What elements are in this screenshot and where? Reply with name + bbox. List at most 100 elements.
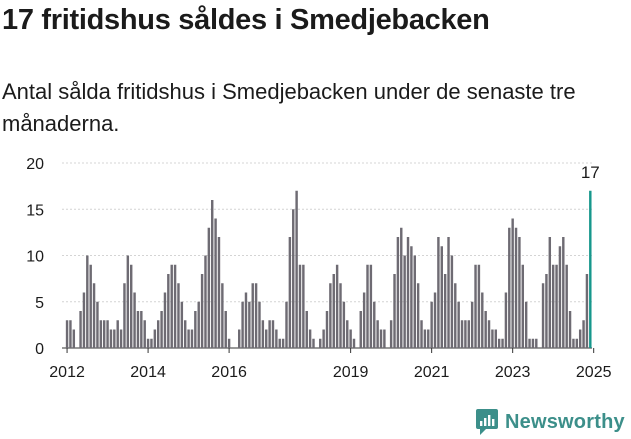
bar xyxy=(305,311,308,348)
bar xyxy=(160,311,163,348)
bar xyxy=(65,320,69,348)
bar xyxy=(383,329,386,348)
bar xyxy=(416,283,420,348)
bar xyxy=(366,264,369,348)
bar xyxy=(420,320,423,348)
bar xyxy=(359,311,362,348)
bar xyxy=(555,264,558,348)
bar xyxy=(136,311,140,348)
bar xyxy=(558,246,562,348)
bar xyxy=(406,237,410,348)
bar xyxy=(541,283,545,348)
bar xyxy=(221,283,224,348)
bar xyxy=(109,329,113,348)
bar xyxy=(535,338,538,348)
bar xyxy=(190,329,194,348)
bar xyxy=(565,264,568,348)
bar xyxy=(487,320,491,348)
bar xyxy=(524,301,528,348)
bar xyxy=(288,237,292,348)
bar xyxy=(254,283,258,348)
y-tick-label: 15 xyxy=(26,202,44,219)
bar xyxy=(518,237,521,348)
y-axis-ticks: 0 5 10 15 20 xyxy=(26,156,44,358)
x-tick-label: 2025 xyxy=(576,364,612,381)
bar xyxy=(413,255,416,348)
bar xyxy=(551,264,555,348)
bar xyxy=(163,292,167,348)
data-bars xyxy=(65,190,592,348)
bar xyxy=(204,255,207,348)
bar xyxy=(369,264,373,348)
x-tick-label: 2016 xyxy=(211,364,247,381)
bar xyxy=(261,320,265,348)
bar xyxy=(106,320,109,348)
bar xyxy=(167,274,170,348)
bar xyxy=(102,320,106,348)
bar xyxy=(568,311,572,348)
bar xyxy=(214,218,217,348)
bar xyxy=(129,264,133,348)
bar-chart: 0 5 10 15 20 2012 2014 2016 2019 2021 2023 2025 17 xyxy=(26,156,612,381)
bar xyxy=(302,264,305,348)
bar xyxy=(319,338,322,348)
bar xyxy=(217,237,221,348)
bar xyxy=(180,301,184,348)
bar xyxy=(194,311,197,348)
bar xyxy=(373,301,376,348)
bar xyxy=(575,338,579,348)
x-tick-label: 2023 xyxy=(495,364,531,381)
bar xyxy=(349,329,352,348)
bar xyxy=(403,255,406,348)
bar xyxy=(325,311,329,348)
bar xyxy=(511,218,514,348)
bar xyxy=(258,301,261,348)
bar xyxy=(362,292,366,348)
bar xyxy=(281,338,285,348)
bar xyxy=(173,264,177,348)
bar xyxy=(430,301,433,348)
bar xyxy=(89,264,92,348)
bar xyxy=(285,301,288,348)
bar xyxy=(79,311,82,348)
bar xyxy=(177,283,180,348)
bar xyxy=(211,200,214,348)
bar xyxy=(433,292,437,348)
bar xyxy=(393,274,396,348)
bar xyxy=(153,329,157,348)
y-tick-label: 20 xyxy=(26,156,44,173)
annotations: 17 xyxy=(581,163,600,182)
bar xyxy=(187,329,190,348)
bar xyxy=(251,283,254,348)
bar xyxy=(200,274,204,348)
bar xyxy=(467,320,470,348)
x-tick-label: 2019 xyxy=(333,364,369,381)
bar xyxy=(184,320,187,348)
bar xyxy=(410,246,413,348)
highlight-value-label: 17 xyxy=(581,163,600,182)
bar xyxy=(119,329,123,348)
bar xyxy=(440,246,443,348)
bar xyxy=(265,329,268,348)
bar-highlight xyxy=(589,190,592,348)
bar xyxy=(329,283,332,348)
bar xyxy=(514,227,518,348)
bar xyxy=(143,320,146,348)
x-tick-label: 2021 xyxy=(414,364,450,381)
bar xyxy=(69,320,72,348)
bar xyxy=(278,338,281,348)
brand: Newsworthy xyxy=(475,406,625,438)
y-tick-label: 5 xyxy=(35,295,44,312)
bar xyxy=(123,283,126,348)
bar xyxy=(494,329,497,348)
bar xyxy=(224,311,227,348)
bar xyxy=(140,311,143,348)
bar xyxy=(578,329,582,348)
bar xyxy=(72,329,76,348)
bar xyxy=(389,320,393,348)
brand-name: Newsworthy xyxy=(505,410,625,433)
bar xyxy=(477,264,481,348)
bar xyxy=(244,292,248,348)
bar xyxy=(531,338,535,348)
bar xyxy=(92,283,96,348)
